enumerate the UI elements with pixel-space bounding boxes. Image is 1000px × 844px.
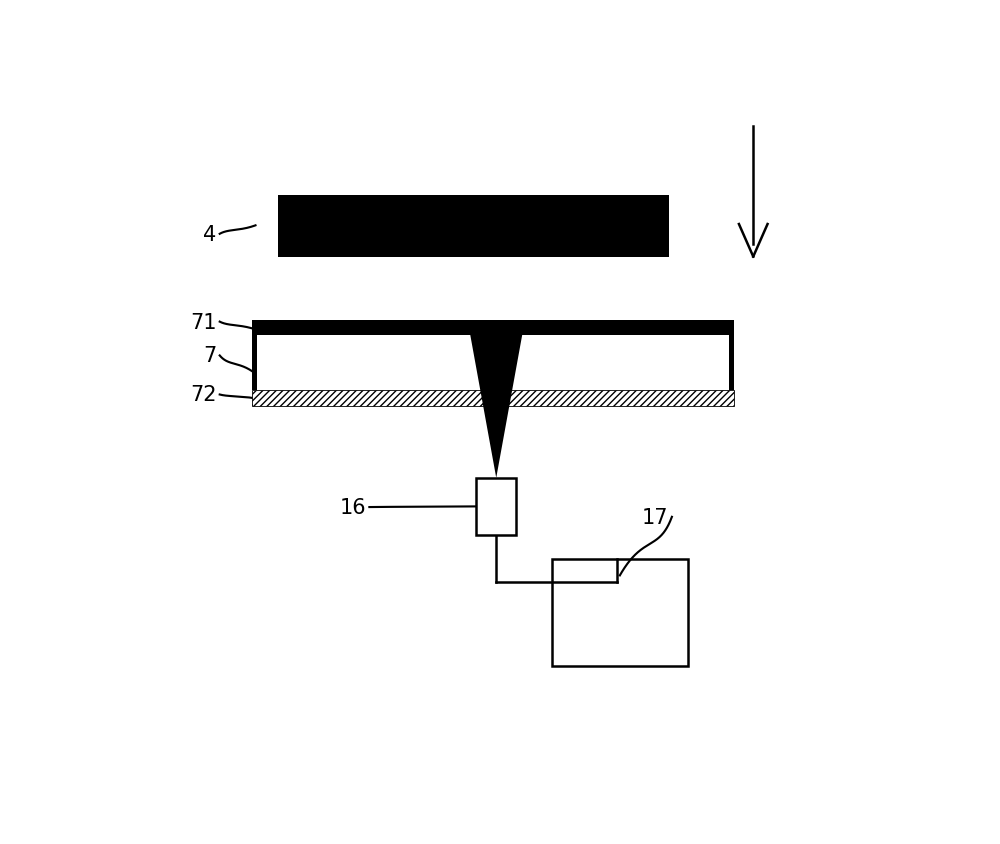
Text: 4: 4 [203, 225, 216, 245]
Bar [552, 560, 688, 667]
Text: 16: 16 [339, 497, 366, 517]
Bar [476, 479, 516, 535]
Bar [252, 335, 734, 391]
Polygon shape [470, 335, 522, 479]
Bar [252, 321, 734, 335]
Bar [252, 335, 257, 391]
Text: 71: 71 [190, 312, 216, 333]
Bar [252, 391, 734, 407]
Bar [729, 335, 734, 391]
Text: 7: 7 [203, 346, 216, 366]
Bar [252, 404, 734, 407]
Text: 17: 17 [642, 507, 669, 528]
Text: 72: 72 [190, 385, 216, 405]
Bar [278, 196, 669, 257]
